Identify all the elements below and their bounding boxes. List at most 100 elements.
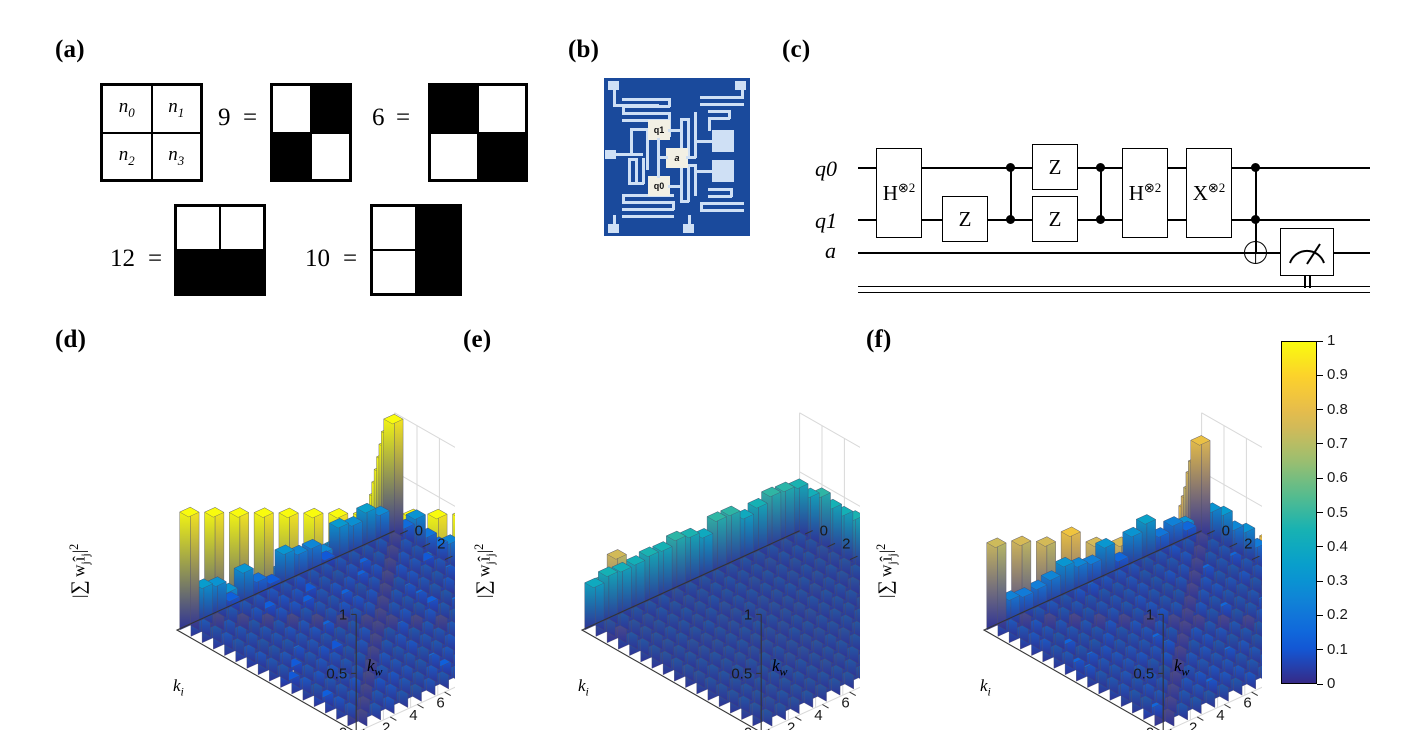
panel-label-a: (a) [55,36,85,63]
svg-text:0: 0 [415,523,423,540]
svg-text:4: 4 [409,707,417,724]
svg-text:2: 2 [437,535,445,552]
pixel-cell [311,132,350,180]
example-value-6: 6 [372,104,385,131]
axis-label-kw: kw [1174,656,1190,679]
measure-readout-line [1309,276,1311,288]
gate-measure-ancilla[interactable] [1280,228,1334,276]
resonator-meander-tl [622,98,670,101]
panel-label-e: (e) [463,326,492,353]
wire-q0 [858,167,1370,169]
resonator-meander-l [628,158,631,184]
gate-hadamard-tensor2-first[interactable]: H⊗2 [876,148,922,238]
pixel-cell [220,206,264,250]
trace [680,200,689,203]
pixel-cell [478,132,526,180]
svg-text:0.5: 0.5 [326,665,347,682]
pixel-cell [430,132,478,180]
svg-text:2: 2 [787,719,795,730]
pixel-cell [430,85,478,133]
classical-wire [858,286,1370,293]
pixel-cell [176,250,220,294]
example-value-9: 9 [218,104,231,131]
legend-label-n1: n1 [168,96,185,121]
resonator-meander-c2 [687,164,690,202]
axis-label-ki: ki [980,676,991,699]
trace [613,215,616,227]
trace [686,156,696,159]
colorbar-tick [1317,649,1323,651]
gate-z-q0-second[interactable]: Z [1032,144,1078,190]
axis-label-kw: kw [772,656,788,679]
control-dot-q0-ccx[interactable] [1251,163,1260,172]
example-value-12: 12 [110,245,135,272]
bar3-plot-e: 00.510246810121402468101214kikw|∑ wjîj|2 [450,330,860,730]
trace [613,86,616,106]
trace [741,86,744,98]
resonator-meander-br [708,195,732,198]
colorbar-tick-label: 0.5 [1327,503,1348,521]
gate-z-q1-second[interactable]: Z [1032,196,1078,242]
trace [687,164,696,167]
bar3-plot-f: 00.510246810121402468101214kikw|∑ wjîj|2 [852,330,1262,730]
trace [622,105,625,114]
control-dot-q0-cz1[interactable] [1006,163,1015,172]
trace [700,202,703,211]
svg-text:0: 0 [820,523,828,540]
wire-label-q1: q1 [815,208,837,233]
resonator-meander-c [694,112,697,158]
colorbar-tick [1317,546,1323,548]
cz-link-2 [1100,167,1102,219]
trace [646,128,649,170]
svg-text:0.5: 0.5 [1133,665,1154,682]
trace [696,140,714,143]
wire-ancilla [858,252,1370,254]
colorbar-tick [1317,477,1323,479]
colorbar-tick [1317,580,1323,582]
svg-text:1: 1 [339,606,347,623]
panel-label-c: (c) [782,36,811,63]
gate-label: Z [1048,206,1062,231]
control-dot-q0-cz2[interactable] [1096,163,1105,172]
control-dot-q1-cz2[interactable] [1096,215,1105,224]
trace [657,156,668,159]
legend-label-n0: n0 [118,96,135,121]
example-equals-6: = [396,104,411,131]
trace [668,185,682,188]
trace [622,194,625,203]
trace [628,182,644,185]
trace [630,128,633,154]
bond-pad-tl [608,81,619,90]
pixel-grid-10 [370,204,462,296]
svg-text:1: 1 [744,606,752,623]
resonator-meander-tr [700,96,744,99]
resonator-meander-tr [708,117,730,120]
colorbar-tick-label: 0.9 [1327,366,1348,384]
colorbar-tick [1317,614,1323,616]
bond-pad-tr [735,81,746,90]
control-dot-q1-ccx[interactable] [1251,215,1260,224]
svg-text:0: 0 [1146,724,1154,730]
colorbar-tick-label: 0.8 [1327,400,1348,418]
pixel-cell [478,85,526,133]
gate-z-q1[interactable]: Z [942,196,988,242]
pixel-cell [372,206,416,250]
trace [730,188,733,197]
gate-hadamard-tensor2-second[interactable]: H⊗2 [1122,148,1168,238]
pixel-cell [416,206,460,250]
svg-text:0.5: 0.5 [731,665,752,682]
qubit-pad-q0-label: q0 [653,181,665,191]
resonator-meander-l [642,158,645,184]
gate-label: H⊗2 [1128,180,1162,205]
gate-x-tensor2[interactable]: X⊗2 [1186,148,1232,238]
legend-label-n3: n3 [168,143,185,168]
target-xor-ancilla[interactable] [1244,241,1267,264]
qubit-pad-q1-label: q1 [653,125,665,135]
trace [696,170,714,173]
ancilla-pad-a-label: a [674,153,680,163]
trace [708,117,711,131]
colorbar-tick [1317,340,1323,342]
example-value-10: 10 [305,245,330,272]
trace [668,98,671,107]
control-dot-q1-cz1[interactable] [1006,215,1015,224]
